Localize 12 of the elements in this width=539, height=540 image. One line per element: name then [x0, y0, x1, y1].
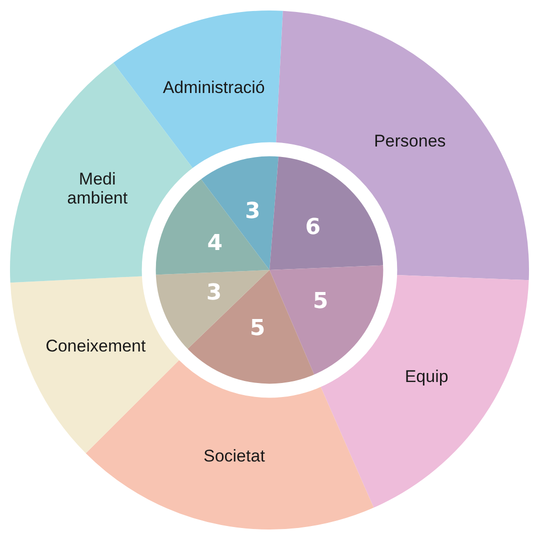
data-label: 3	[244, 198, 260, 224]
slice-label: Medi ambient	[67, 170, 128, 208]
data-label: 3	[206, 280, 222, 306]
data-label: 5	[250, 316, 266, 341]
slice-label: Coneixement	[46, 336, 146, 356]
data-label: 5	[312, 288, 328, 314]
data-label: 6	[305, 214, 321, 240]
slice-label: Societat	[203, 446, 266, 466]
slice-label: Persones	[374, 132, 446, 151]
slice-label: Equip	[404, 366, 448, 386]
data-label: 4	[207, 230, 223, 256]
slice-label: Administració	[162, 78, 265, 97]
